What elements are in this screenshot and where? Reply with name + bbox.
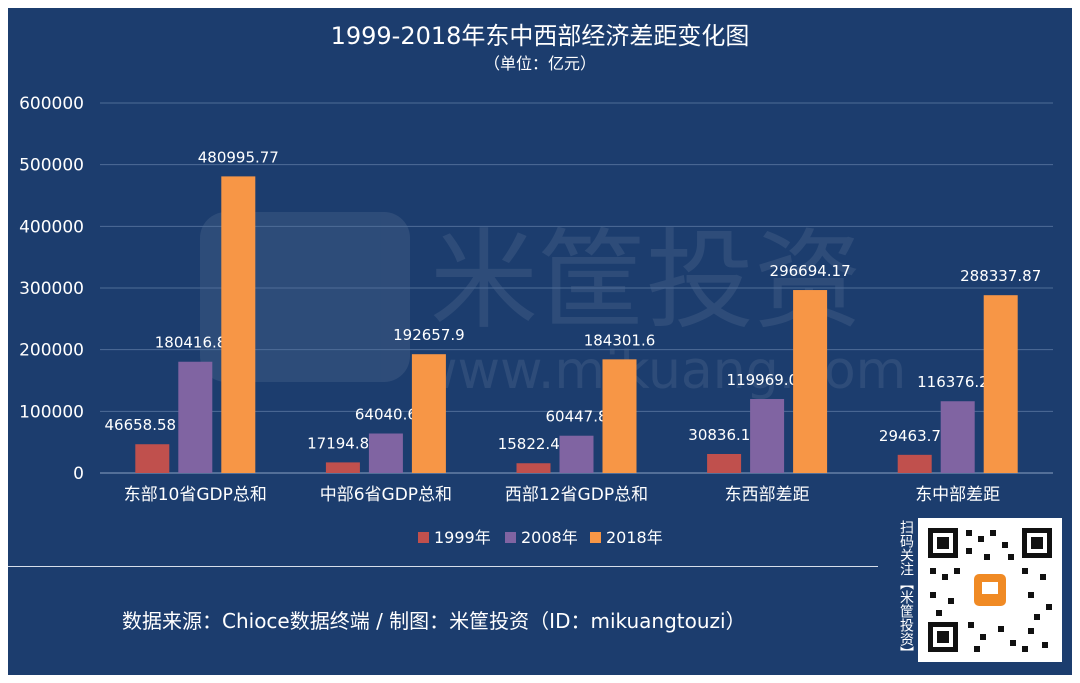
data-label: 180416.81 bbox=[155, 334, 236, 352]
y-tick-label: 200000 bbox=[19, 341, 84, 361]
data-label: 184301.6 bbox=[584, 331, 656, 349]
bar-chart: 米筐投资www.mikuang.com010000020000030000040… bbox=[19, 94, 1053, 547]
chart-title: 1999-2018年东中西部经济差距变化图 bbox=[330, 22, 750, 50]
bar bbox=[516, 463, 551, 473]
legend-swatch bbox=[505, 532, 516, 543]
y-tick-label: 400000 bbox=[19, 217, 84, 237]
legend-label: 1999年 bbox=[434, 528, 491, 547]
data-label: 116376.21 bbox=[917, 373, 998, 391]
y-tick-label: 600000 bbox=[19, 94, 84, 114]
data-label: 480995.77 bbox=[198, 148, 279, 166]
chart-panel bbox=[8, 8, 1072, 675]
data-label: 288337.87 bbox=[960, 267, 1041, 285]
data-label: 46658.58 bbox=[105, 416, 177, 434]
x-tick-label: 东部10省GDP总和 bbox=[124, 485, 267, 505]
bar bbox=[602, 359, 637, 473]
bar bbox=[411, 354, 446, 473]
qr-caption: 扫码关注【米筐投资】 bbox=[898, 520, 914, 660]
data-label: 192657.9 bbox=[393, 326, 465, 344]
data-label: 60447.8 bbox=[545, 408, 607, 426]
data-label: 29463.72 bbox=[879, 427, 951, 445]
data-source-note: 数据来源：Chioce数据终端 / 制图：米筐投资（ID：mikuangtouz… bbox=[122, 609, 746, 633]
bar bbox=[897, 454, 932, 473]
watermark-text: 米筐投资 bbox=[430, 219, 862, 344]
data-label: 17194.86 bbox=[307, 434, 379, 452]
bar bbox=[325, 462, 360, 473]
data-label: 119969.01 bbox=[727, 371, 808, 389]
bar bbox=[368, 433, 403, 473]
x-tick-label: 西部12省GDP总和 bbox=[505, 485, 648, 505]
y-tick-label: 500000 bbox=[19, 156, 84, 176]
bar bbox=[793, 290, 828, 473]
bar bbox=[983, 295, 1018, 473]
legend-swatch bbox=[590, 532, 601, 543]
data-label: 15822.43 bbox=[498, 435, 570, 453]
qr-code-icon bbox=[928, 528, 1052, 652]
bar bbox=[221, 176, 256, 474]
legend-label: 2008年 bbox=[521, 528, 578, 547]
x-tick-label: 东中部差距 bbox=[915, 485, 1000, 505]
data-label: 30836.15 bbox=[688, 426, 760, 444]
bar bbox=[707, 453, 742, 473]
y-tick-label: 300000 bbox=[19, 279, 84, 299]
bar bbox=[559, 435, 594, 473]
bar bbox=[750, 399, 785, 473]
bar bbox=[940, 401, 975, 473]
y-tick-label: 0 bbox=[73, 464, 84, 484]
data-label: 296694.17 bbox=[770, 262, 851, 280]
data-label: 64040.6 bbox=[355, 406, 417, 424]
y-tick-label: 100000 bbox=[19, 402, 84, 422]
x-tick-label: 中部6省GDP总和 bbox=[320, 485, 452, 505]
bar bbox=[178, 361, 213, 473]
legend-label: 2018年 bbox=[606, 528, 663, 547]
x-tick-label: 东西部差距 bbox=[725, 485, 810, 505]
qr-code[interactable] bbox=[918, 518, 1062, 662]
legend-swatch bbox=[418, 532, 429, 543]
chart-subtitle: （单位：亿元） bbox=[483, 54, 596, 73]
bar bbox=[135, 444, 170, 473]
footer-divider bbox=[8, 566, 878, 567]
